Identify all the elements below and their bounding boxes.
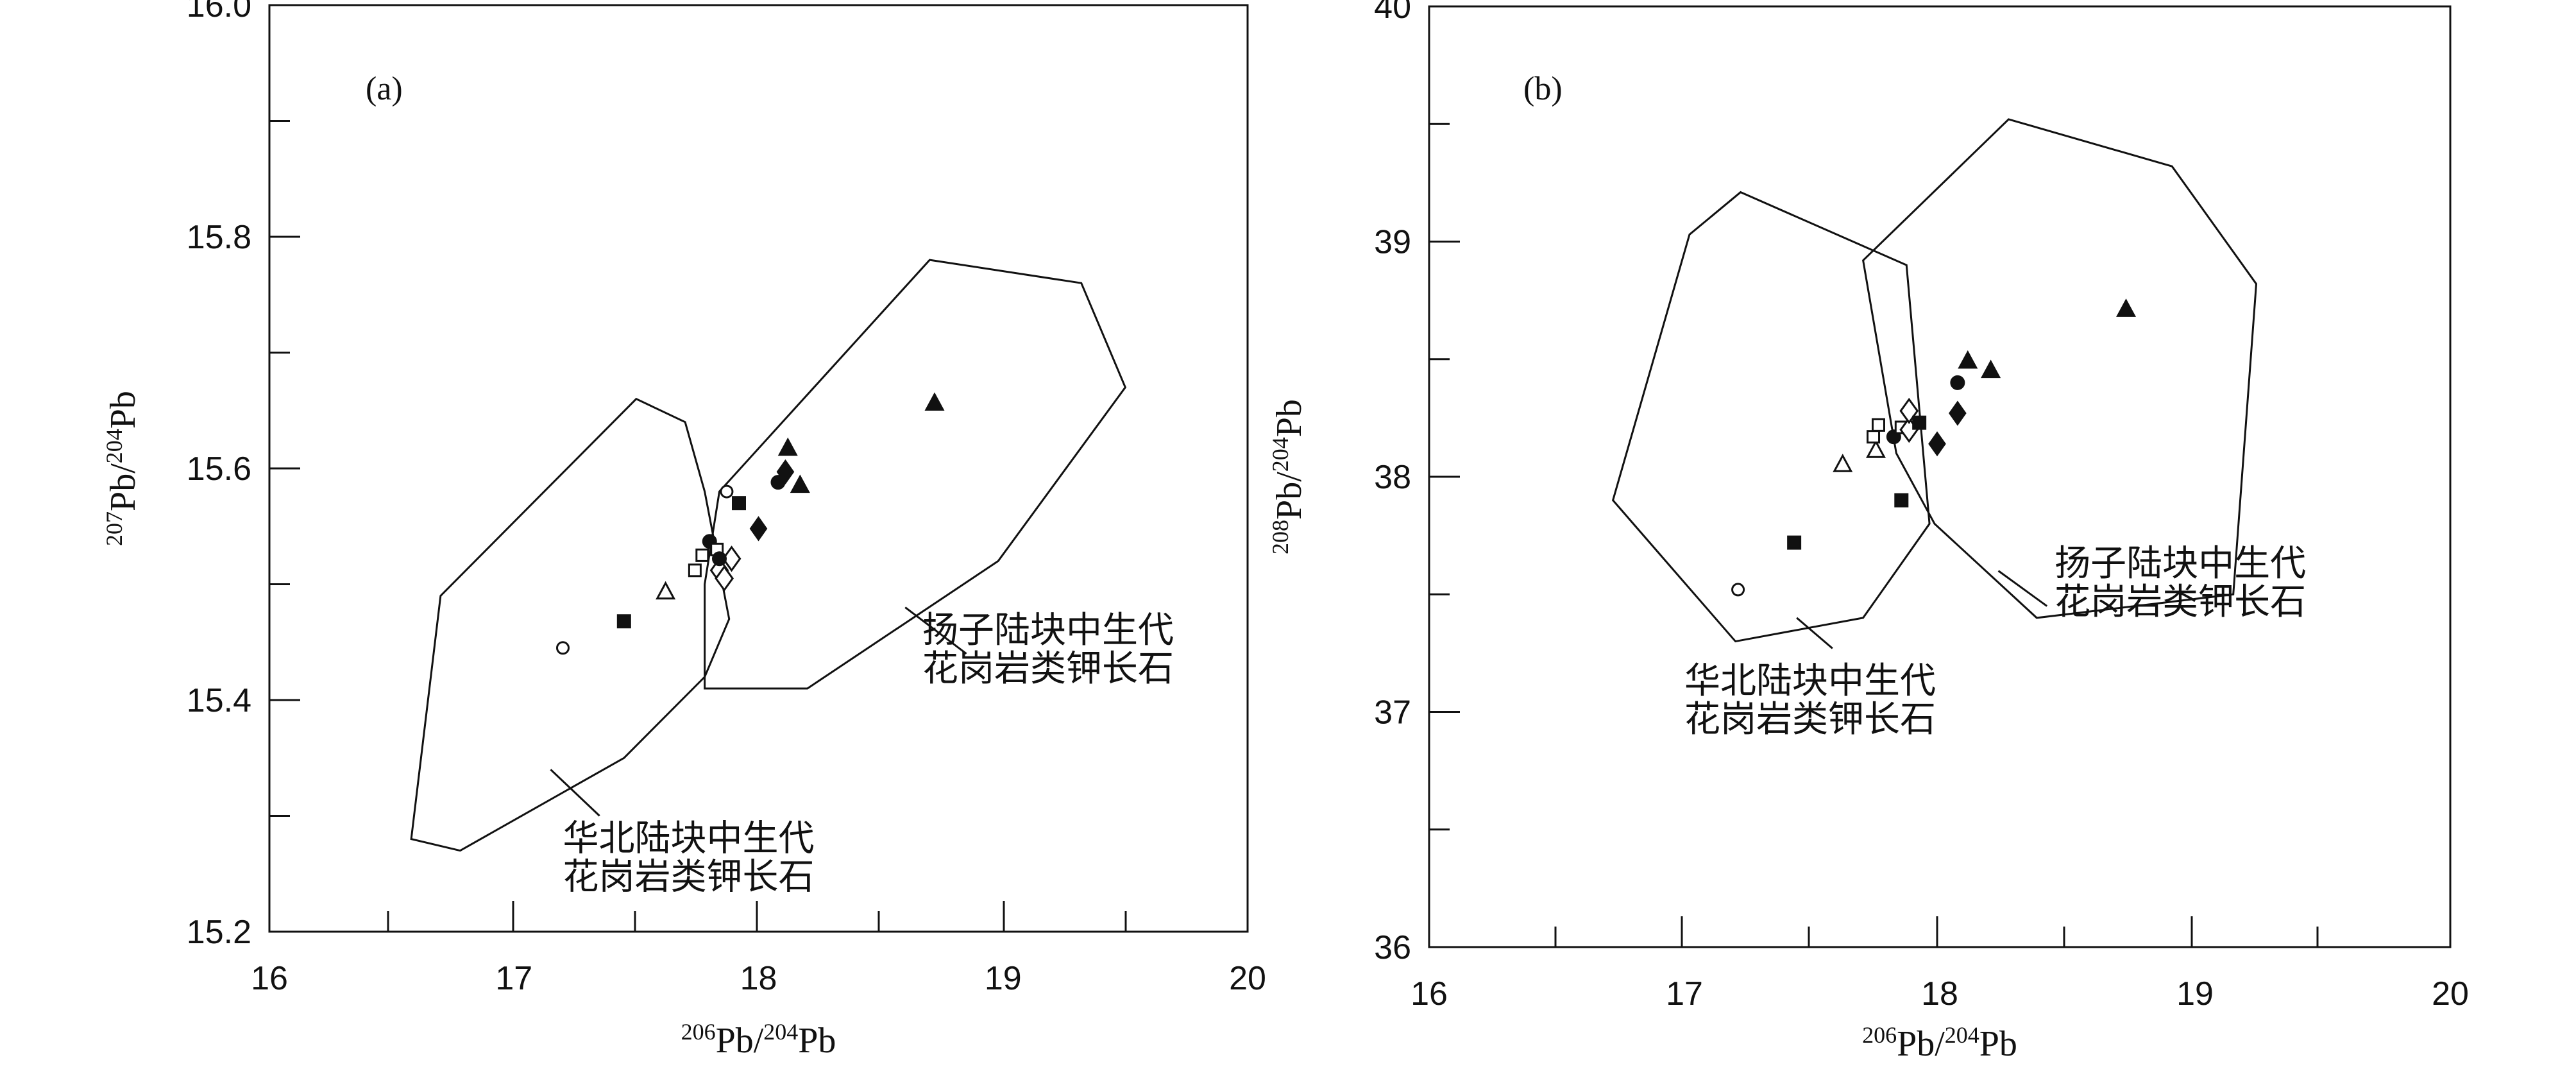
data-point-triangle-filled (790, 474, 810, 493)
y-axis-label-sup2: 204 (1267, 437, 1293, 472)
x-axis-label-base: Pb/ (716, 1021, 764, 1061)
data-point-triangle-open (1833, 454, 1853, 472)
y-tick-label: 15.8 (187, 219, 251, 256)
data-point-circle-filled (1950, 375, 1965, 390)
data-point-square-filled (1912, 415, 1927, 430)
x-axis-label-sup2: 204 (763, 1019, 798, 1045)
y-axis-label: 208Pb/204Pb (1267, 399, 1309, 554)
x-tick-label: 17 (1666, 975, 1703, 1013)
x-axis-label: 206Pb/204Pb (681, 1019, 836, 1061)
x-tick-label: 16 (251, 960, 288, 997)
data-point-triangle-filled (2116, 298, 2137, 317)
chart-panel-1: 16 17 18 19 203637383940(b)206Pb/204Pb208Pb/… (1267, 0, 2469, 1064)
data-point-triangle-filled (924, 392, 945, 411)
y-tick-label: 39 (1374, 224, 1411, 261)
region-leader-line (904, 606, 967, 654)
region-label-line: 花岗岩类钾长石 (563, 857, 815, 898)
y-axis-label-base2: Pb (103, 391, 143, 429)
region-outline (1861, 118, 2258, 619)
data-point-triangle-filled (1958, 350, 1978, 369)
region-label-line: 扬子陆块中生代 (922, 610, 1174, 651)
x-axis-label-sup: 206 (1862, 1022, 1897, 1048)
region-outline (704, 259, 1127, 690)
region-label-line: 花岗岩类钾长石 (922, 648, 1174, 690)
data-point-diamond-filled (749, 516, 768, 542)
y-tick-label: 37 (1374, 694, 1411, 731)
y-tick-label: 15.4 (187, 682, 251, 719)
region-outline (1611, 191, 1931, 643)
region-label-line: 扬子陆块中生代 (2055, 543, 2306, 585)
panel-label: (a) (366, 71, 403, 107)
x-tick-label: 16 (1411, 975, 1448, 1013)
y-axis-label: 207Pb/204Pb (101, 391, 143, 546)
panel-label: (b) (1523, 71, 1563, 107)
y-tick-label: 36 (1374, 929, 1411, 966)
data-point-circle-open (720, 484, 734, 499)
y-axis-label-sup: 208 (1267, 520, 1293, 554)
data-point-square-filled (732, 496, 746, 511)
x-tick-label: 18 (740, 960, 777, 997)
x-axis-label-base2: Pb (798, 1021, 836, 1061)
plot-frame (1428, 5, 2452, 948)
x-tick-label: 20 (2432, 975, 2469, 1013)
data-point-square-filled (616, 614, 631, 629)
y-axis-label-sup: 207 (101, 511, 127, 546)
y-axis-label-sup2: 204 (101, 429, 127, 463)
x-axis-label-base2: Pb (1979, 1024, 2017, 1064)
data-point-square-open (1867, 430, 1881, 444)
y-axis-label-base2: Pb (1269, 399, 1309, 437)
region-label-line: 花岗岩类钾长石 (2055, 581, 2306, 623)
x-tick-label: 20 (1229, 960, 1266, 997)
y-tick-label: 38 (1374, 459, 1411, 496)
x-axis-label-sup: 206 (681, 1019, 716, 1045)
data-point-square-open (695, 548, 709, 562)
x-axis-label-sup2: 204 (1945, 1022, 1979, 1048)
data-point-square-open (688, 563, 702, 577)
data-point-square-filled (1894, 493, 1909, 508)
data-point-diamond-filled (1928, 431, 1946, 457)
data-point-diamond-open (715, 565, 734, 592)
x-tick-label: 19 (985, 960, 1022, 997)
data-point-circle-filled (712, 551, 727, 567)
x-axis-label: 206Pb/204Pb (1862, 1022, 2017, 1064)
x-axis-label-base: Pb/ (1897, 1024, 1945, 1064)
region-leader-line (1796, 617, 1833, 649)
y-tick-label: 16.0 (187, 0, 251, 24)
data-point-diamond-filled (776, 459, 795, 485)
data-point-circle-open (556, 641, 570, 655)
chart-panel-0: 16 17 18 19 2015.215.415.615.816.0(a)206Pb/2… (101, 0, 1266, 1061)
data-point-triangle-filled (777, 437, 798, 456)
y-tick-label: 15.6 (187, 450, 251, 488)
region-outline (410, 397, 731, 852)
x-tick-label: 19 (2176, 975, 2214, 1013)
y-tick-label: 15.2 (187, 914, 251, 951)
region-label-line: 华北陆块中生代 (563, 818, 815, 860)
y-axis-label-base: Pb/ (1269, 472, 1309, 520)
x-tick-label: 17 (495, 960, 532, 997)
data-point-triangle-open (656, 581, 676, 600)
y-tick-label: 40 (1374, 0, 1411, 26)
data-point-triangle-filled (1981, 359, 2001, 379)
data-point-diamond-filled (1949, 400, 1967, 426)
region-leader-line (1997, 570, 2048, 607)
data-point-square-filled (1787, 535, 1802, 550)
data-point-square-open (1871, 418, 1885, 432)
region-leader-line (550, 769, 600, 817)
data-point-triangle-open (1865, 440, 1886, 458)
x-tick-label: 18 (1921, 975, 1958, 1013)
y-axis-label-base: Pb/ (103, 463, 143, 511)
data-point-circle-open (1731, 583, 1745, 597)
data-point-diamond-open (722, 545, 741, 572)
region-label-line: 华北陆块中生代 (1684, 660, 1936, 702)
region-label-line: 花岗岩类钾长石 (1684, 699, 1936, 740)
